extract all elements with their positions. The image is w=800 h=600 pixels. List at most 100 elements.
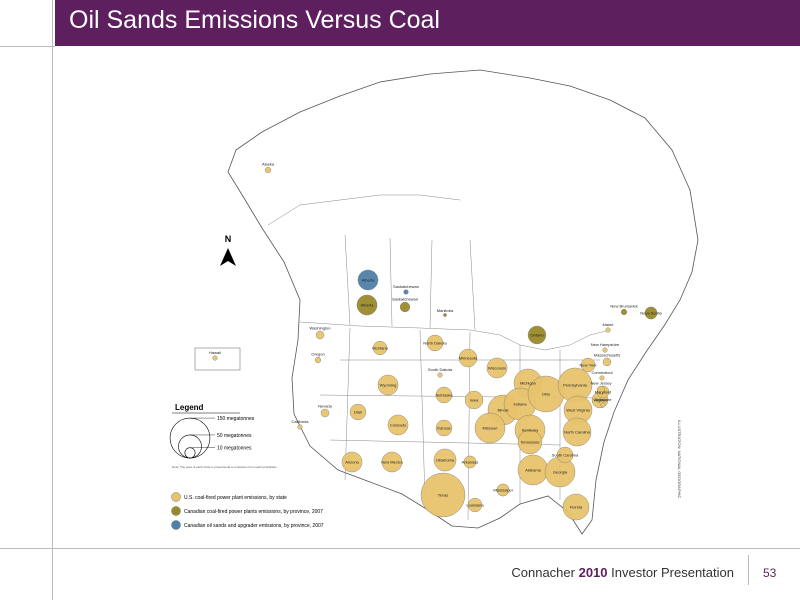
emission-bubble [599, 375, 605, 381]
emission-bubble [527, 325, 547, 345]
page-number: 53 [763, 566, 777, 580]
region-label: New Hampshire [591, 342, 620, 347]
region-label: South Dakota [428, 367, 453, 372]
emission-bubble [562, 493, 590, 521]
region-label: Pennsylvania [563, 383, 588, 388]
emission-bubble [605, 327, 611, 333]
region-label: New Brunswick [610, 304, 637, 309]
rule [748, 555, 749, 585]
title-bar: Oil Sands Emissions Versus Coal [55, 0, 800, 46]
region-label: Alabama [525, 468, 542, 473]
legend-size-label: 50 megatonnes [217, 433, 252, 439]
year: 2010 [578, 565, 608, 580]
bubbles: Alberta Alberta Saskatchewan Saskatchewan Ma… [209, 162, 663, 521]
legend-entry: Canadian oil sands and upgrader emission… [184, 523, 324, 529]
emission-bubble [212, 355, 218, 361]
region-label: West Virginia [566, 408, 590, 413]
region-label: Michigan [520, 381, 536, 386]
region-label: Maine [603, 322, 615, 327]
emission-bubble [420, 472, 466, 518]
legend-size-circle [184, 447, 196, 459]
legend-swatch [171, 520, 181, 530]
region-label: Oregon [311, 352, 324, 357]
emission-bubble [356, 294, 378, 316]
emission-bubble [602, 357, 612, 367]
region-label: Minnesota [459, 356, 478, 361]
region-label: Montana [372, 346, 388, 351]
region-label: Indiana [513, 402, 527, 407]
region-label: North Dakota [423, 341, 447, 346]
emission-bubble [562, 417, 592, 447]
emission-bubble [464, 390, 484, 410]
map: N ILLUSTRATION: NATIONAL GEOGRAPHIC Lege… [169, 69, 699, 535]
north-arrow: N [220, 234, 236, 266]
emission-bubble [435, 386, 453, 404]
emission-bubble [264, 166, 272, 174]
region-label: Nebraska [435, 393, 453, 398]
region-label: Massachusetts [594, 353, 621, 358]
legend: Legend Note: The area of each circle is … [169, 403, 324, 530]
region-label: Oklahoma [436, 458, 455, 463]
region-label: New York [580, 363, 597, 368]
emission-bubble [486, 357, 508, 379]
footer-text: Investor Presentation [611, 565, 734, 580]
border [267, 194, 461, 226]
emission-bubble [463, 455, 477, 469]
company: Connacher [511, 565, 575, 580]
emission-bubble [443, 313, 447, 317]
credit: ILLUSTRATION: NATIONAL GEOGRAPHIC [677, 420, 682, 498]
emission-bubble [556, 446, 574, 464]
region-label: Kentucky [522, 428, 538, 433]
region-label: Nevada [318, 404, 333, 409]
emission-bubble [341, 451, 363, 473]
legend-size-circle [169, 417, 211, 459]
region-label: Wyoming [380, 383, 397, 388]
arrow [220, 248, 236, 266]
legend-swatch [171, 492, 181, 502]
legend-entry: U.S. coal-fired power plant emissions, b… [184, 495, 287, 501]
region-label: Virginia [593, 398, 607, 403]
region-label: Saskatchewan [393, 284, 419, 289]
region-label: Nova Scotia [640, 311, 662, 316]
emission-bubble [517, 429, 543, 455]
emission-bubble [644, 306, 658, 320]
north-label: N [225, 234, 232, 244]
emission-bubble [357, 269, 379, 291]
region-label: Hawaii [209, 350, 221, 355]
emission-bubble [315, 330, 325, 340]
region-label: Delaware [595, 397, 613, 402]
rule [0, 46, 55, 47]
emission-bubble [426, 334, 444, 352]
emission-bubble [596, 385, 606, 395]
emission-bubble [381, 451, 403, 473]
region-label: New Mexico [381, 460, 404, 465]
emission-bubble [387, 414, 409, 436]
border [344, 234, 476, 331]
region-label: Ohio [542, 392, 551, 397]
region-label: Wisconsin [488, 366, 506, 371]
region-label: Alaska [262, 162, 275, 167]
legend-title: Legend [175, 403, 204, 412]
title: Oil Sands Emissions Versus Coal [69, 6, 440, 34]
region-label: California [292, 419, 310, 424]
region-label: Texas [438, 493, 448, 498]
region-label: Alberta [361, 303, 374, 308]
region-label: Washington [310, 326, 331, 331]
region-label: Colorado [390, 423, 407, 428]
region-label: Alberta [362, 278, 375, 283]
emission-bubble [580, 357, 596, 373]
legend-size-label: 10 megatonnes [217, 446, 252, 452]
region-label: Tennessee [520, 440, 540, 445]
region-label: Saskatchewan [392, 297, 418, 302]
emission-bubble [600, 402, 606, 408]
emission-bubble [433, 448, 457, 472]
emission-bubble [458, 348, 478, 368]
region-label: South Carolina [552, 453, 579, 458]
emission-bubble [297, 424, 303, 430]
region-label: Maryland [595, 390, 611, 395]
emission-bubble [602, 347, 608, 353]
border [299, 321, 611, 351]
emission-bubble [372, 340, 388, 356]
region-label: Arizona [345, 460, 359, 465]
